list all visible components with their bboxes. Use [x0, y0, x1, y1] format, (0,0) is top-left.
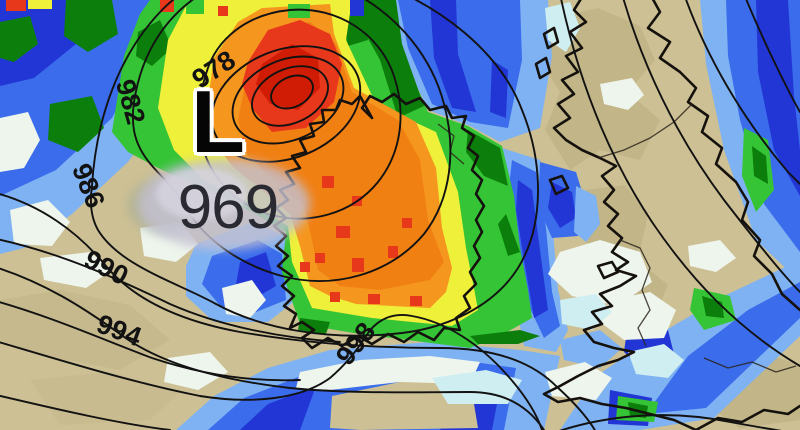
isle-of-man-coastline [548, 174, 570, 196]
river-line [703, 357, 797, 373]
isobar-998 [0, 314, 543, 430]
hebrides-coastline [534, 26, 560, 80]
scotland-border-line [597, 103, 693, 159]
clear-patch-layer [0, 2, 736, 404]
britain-west-coastline [542, 0, 698, 430]
britain-east-coastline [646, 0, 800, 312]
precipitation-core-layer [0, 0, 774, 422]
isobar-978 [198, 8, 402, 220]
northern-ireland-border-line [437, 123, 465, 165]
isobar-986 [89, 0, 539, 337]
low-pressure-label-plate [128, 158, 310, 250]
anglesey-coastline [596, 260, 620, 280]
isobar-990 [0, 193, 596, 430]
low-pressure-value: 969 [177, 173, 279, 242]
low-pressure-symbol: L [191, 72, 245, 171]
ireland-coastline [272, 92, 486, 350]
isobar-994 [0, 267, 545, 430]
coastline-layer [272, 0, 800, 430]
wales-border-line [619, 239, 651, 347]
